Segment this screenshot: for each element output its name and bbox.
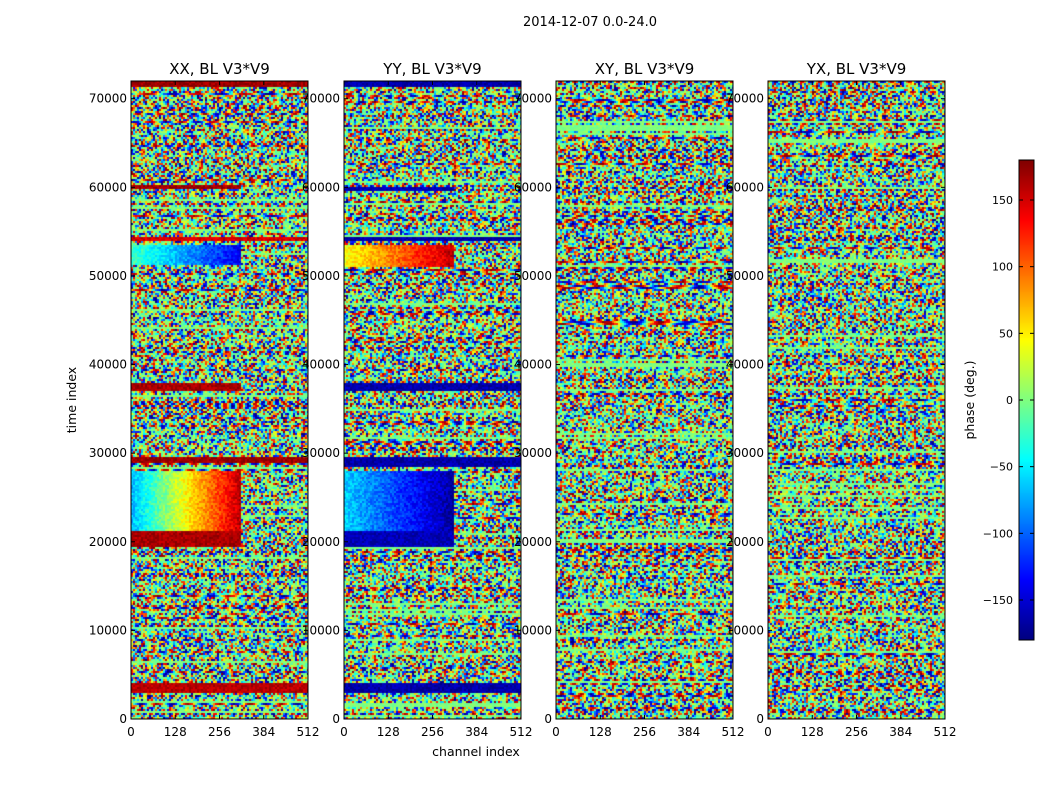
x-tick-label: 256 [208, 725, 231, 739]
x-tick-label: 256 [421, 725, 444, 739]
figure-xlabel: channel index [432, 744, 520, 759]
y-tick-label: 60000 [726, 180, 764, 194]
colorbar-tick-label: −100 [983, 527, 1013, 540]
y-tick-label: 10000 [514, 623, 552, 637]
y-tick-label: 0 [544, 712, 552, 726]
y-tick-label: 20000 [302, 535, 340, 549]
y-tick-label: 10000 [89, 623, 127, 637]
x-tick-label: 384 [889, 725, 912, 739]
heatmap-image [768, 81, 945, 719]
colorbar-label: phase (deg.) [962, 361, 977, 440]
heatmap-panels: XX, BL V3*V9 0 128 256 384 512 0 10000 20000 3000… [89, 60, 957, 739]
panel-title: XY, BL V3*V9 [595, 60, 695, 78]
y-tick-label: 30000 [726, 446, 764, 460]
colorbar-tick-label: −150 [983, 594, 1013, 607]
y-tick-label: 50000 [89, 269, 127, 283]
panel-title: YY, BL V3*V9 [382, 60, 481, 78]
x-tick-label: 0 [127, 725, 135, 739]
y-tick-label: 40000 [302, 358, 340, 372]
heatmap-image [131, 81, 308, 719]
y-tick-label: 30000 [89, 446, 127, 460]
y-tick-label: 50000 [302, 269, 340, 283]
colorbar-tick-label: 100 [992, 261, 1013, 274]
y-tick-label: 70000 [89, 92, 127, 106]
y-tick-label: 10000 [302, 623, 340, 637]
y-tick-label: 40000 [726, 358, 764, 372]
y-tick-label: 60000 [514, 180, 552, 194]
y-tick-label: 20000 [726, 535, 764, 549]
y-tick-label: 60000 [302, 180, 340, 194]
panel-title: YX, BL V3*V9 [806, 60, 907, 78]
x-tick-label: 384 [252, 725, 275, 739]
x-tick-label: 0 [764, 725, 772, 739]
figure-ylabel: time index [64, 367, 79, 433]
x-tick-label: 256 [845, 725, 868, 739]
y-tick-label: 60000 [89, 180, 127, 194]
x-tick-label: 512 [934, 725, 957, 739]
y-tick-label: 0 [119, 712, 127, 726]
y-tick-label: 40000 [89, 358, 127, 372]
figure-suptitle: 2014-12-07 0.0-24.0 [523, 15, 657, 30]
heatmap-image [344, 81, 521, 719]
x-tick-label: 384 [465, 725, 488, 739]
y-tick-label: 50000 [726, 269, 764, 283]
y-tick-label: 30000 [302, 446, 340, 460]
y-tick-label: 0 [756, 712, 764, 726]
y-tick-label: 70000 [302, 92, 340, 106]
y-tick-label: 0 [332, 712, 340, 726]
y-tick-label: 40000 [514, 358, 552, 372]
colorbar-tick-label: 50 [999, 327, 1013, 340]
x-tick-label: 128 [589, 725, 612, 739]
y-tick-label: 50000 [514, 269, 552, 283]
y-tick-label: 20000 [89, 535, 127, 549]
heatmap-panel: XY, BL V3*V9 0 128 256 384 512 0 10000 20000 3000… [514, 60, 745, 739]
heatmap-panel: YY, BL V3*V9 0 128 256 384 512 0 10000 20000 3000… [302, 60, 533, 739]
y-tick-label: 20000 [514, 535, 552, 549]
heatmap-panel: XX, BL V3*V9 0 128 256 384 512 0 10000 20000 3000… [89, 60, 320, 739]
x-tick-label: 128 [377, 725, 400, 739]
panel-title: XX, BL V3*V9 [169, 60, 270, 78]
y-tick-label: 70000 [726, 92, 764, 106]
y-tick-label: 30000 [514, 446, 552, 460]
colorbar: −150 −100 −50 0 50 100 150 [983, 159, 1035, 641]
x-tick-label: 256 [633, 725, 656, 739]
colorbar-tick-label: 0 [1006, 394, 1013, 407]
x-tick-label: 512 [297, 725, 320, 739]
x-tick-label: 128 [164, 725, 187, 739]
heatmap-panel: YX, BL V3*V9 0 128 256 384 512 0 10000 20000 3000… [726, 60, 957, 739]
colorbar-gradient [1019, 160, 1034, 640]
y-tick-label: 10000 [726, 623, 764, 637]
x-tick-label: 512 [510, 725, 533, 739]
x-tick-label: 128 [801, 725, 824, 739]
y-tick-label: 70000 [514, 92, 552, 106]
colorbar-tick-label: 150 [992, 194, 1013, 207]
x-tick-label: 0 [340, 725, 348, 739]
heatmap-image [556, 81, 733, 719]
colorbar-tick-label: −50 [990, 461, 1013, 474]
x-tick-label: 0 [552, 725, 560, 739]
x-tick-label: 512 [722, 725, 745, 739]
x-tick-label: 384 [677, 725, 700, 739]
